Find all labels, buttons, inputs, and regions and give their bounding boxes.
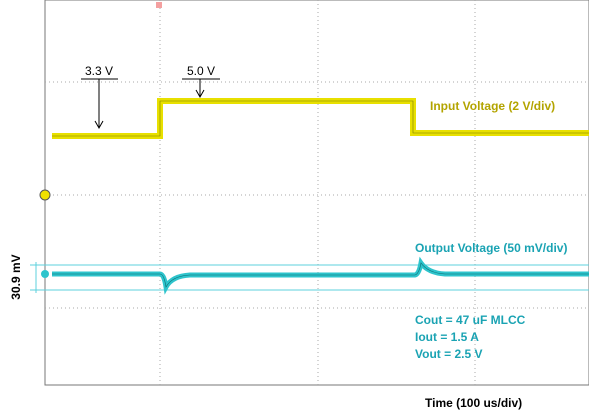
cursor-label: 30.9 mV — [9, 254, 23, 299]
input-marker: 3.3 V — [85, 64, 113, 78]
condition: Iout = 1.5 A — [415, 330, 479, 344]
channel-marker — [41, 270, 49, 278]
output-label: Output Voltage (50 mV/div) — [415, 241, 567, 255]
arrowhead — [195, 89, 205, 99]
grid — [45, 0, 589, 385]
output-trace-core — [52, 262, 589, 288]
arrowhead — [94, 120, 104, 130]
channel-marker — [39, 189, 51, 201]
condition: Cout = 47 uF MLCC — [415, 313, 526, 327]
trigger-marker — [156, 2, 162, 8]
input-label: Input Voltage (2 V/div) — [430, 99, 555, 113]
input-marker: 5.0 V — [187, 64, 215, 78]
time-label: Time (100 us/div) — [425, 396, 522, 410]
condition: Vout = 2.5 V — [415, 347, 482, 361]
plot-frame — [44, 0, 589, 386]
input-trace-core — [52, 100, 589, 137]
